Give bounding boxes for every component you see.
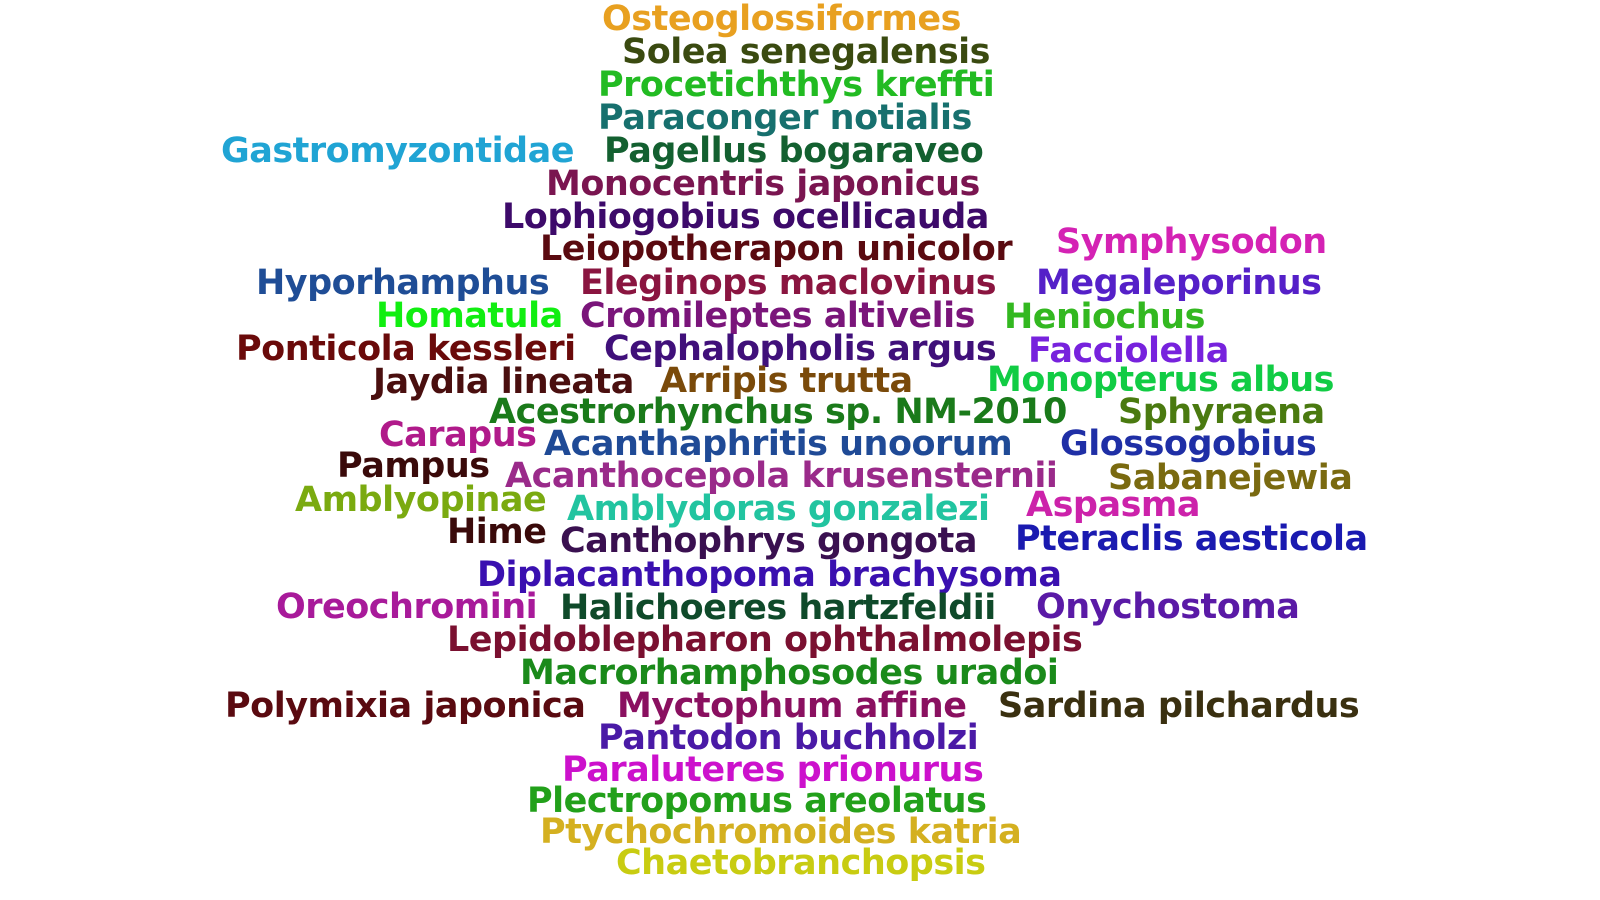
word-hyporhamphus: Hyporhamphus	[256, 263, 550, 303]
word-facciolella: Facciolella	[1028, 331, 1229, 371]
word-gastromyzontidae: Gastromyzontidae	[221, 131, 574, 171]
word-lophiogobius-ocellicauda: Lophiogobius ocellicauda	[502, 197, 989, 237]
word-amblydoras-gonzalezi: Amblydoras gonzalezi	[567, 489, 990, 529]
word-monocentris-japonicus: Monocentris japonicus	[546, 164, 980, 204]
word-solea-senegalensis: Solea senegalensis	[622, 32, 991, 72]
word-pteraclis-aesticola: Pteraclis aesticola	[1015, 519, 1368, 559]
word-oreochromini: Oreochromini	[276, 587, 538, 627]
word-monopterus-albus: Monopterus albus	[987, 360, 1334, 400]
word-aspasma: Aspasma	[1026, 485, 1201, 525]
word-glossogobius: Glossogobius	[1060, 424, 1317, 464]
word-pagellus-bogaraveo: Pagellus bogaraveo	[604, 131, 984, 171]
word-arripis-trutta: Arripis trutta	[660, 361, 913, 401]
word-ptychochromoides-katria: Ptychochromoides katria	[540, 812, 1022, 852]
word-cromileptes-altivelis: Cromileptes altivelis	[580, 296, 975, 336]
word-macrorhamphosodes-uradoi: Macrorhamphosodes uradoi	[520, 653, 1059, 693]
word-acestrorhynchus-sp-nm-2010: Acestrorhynchus sp. NM-2010	[489, 392, 1067, 432]
word-plectropomus-areolatus: Plectropomus areolatus	[527, 781, 987, 821]
word-sardina-pilchardus: Sardina pilchardus	[998, 686, 1360, 726]
word-paraconger-notialis: Paraconger notialis	[598, 98, 972, 138]
word-carapus: Carapus	[379, 415, 537, 455]
word-amblyopinae: Amblyopinae	[295, 480, 547, 520]
word-megaleporinus: Megaleporinus	[1036, 263, 1322, 303]
word-jaydia-lineata: Jaydia lineata	[373, 362, 634, 402]
word-heniochus: Heniochus	[1004, 297, 1205, 337]
word-halichoeres-hartzfeldii: Halichoeres hartzfeldii	[560, 588, 996, 628]
word-pantodon-buchholzi: Pantodon buchholzi	[598, 718, 979, 758]
word-paraluteres-prionurus: Paraluteres prionurus	[562, 750, 984, 790]
word-lepidoblepharon-ophthalmolepis: Lepidoblepharon ophthalmolepis	[447, 620, 1083, 660]
word-eleginops-maclovinus: Eleginops maclovinus	[580, 263, 997, 303]
word-cephalopholis-argus: Cephalopholis argus	[604, 329, 997, 369]
word-sphyraena: Sphyraena	[1118, 392, 1325, 432]
word-hime: Hime	[447, 512, 547, 552]
word-chaetobranchopsis: Chaetobranchopsis	[616, 843, 986, 883]
word-procetichthys-kreffti: Procetichthys kreffti	[598, 65, 995, 105]
word-myctophum-affine: Myctophum affine	[617, 686, 967, 726]
word-onychostoma: Onychostoma	[1036, 587, 1300, 627]
word-pampus: Pampus	[337, 446, 490, 486]
word-canthophrys-gongota: Canthophrys gongota	[560, 521, 977, 561]
word-homatula: Homatula	[376, 296, 563, 336]
word-diplacanthopoma-brachysoma: Diplacanthopoma brachysoma	[477, 555, 1062, 595]
word-osteoglossiformes: Osteoglossiformes	[602, 0, 961, 39]
word-polymixia-japonica: Polymixia japonica	[225, 686, 586, 726]
word-leiopotherapon-unicolor: Leiopotherapon unicolor	[540, 229, 1013, 269]
word-sabanejewia: Sabanejewia	[1108, 458, 1353, 498]
word-symphysodon: Symphysodon	[1056, 222, 1327, 262]
word-acanthocepola-krusensternii: Acanthocepola krusensternii	[505, 456, 1058, 496]
word-ponticola-kessleri: Ponticola kessleri	[236, 329, 576, 369]
word-acanthaphritis-unoorum: Acanthaphritis unoorum	[544, 424, 1013, 464]
